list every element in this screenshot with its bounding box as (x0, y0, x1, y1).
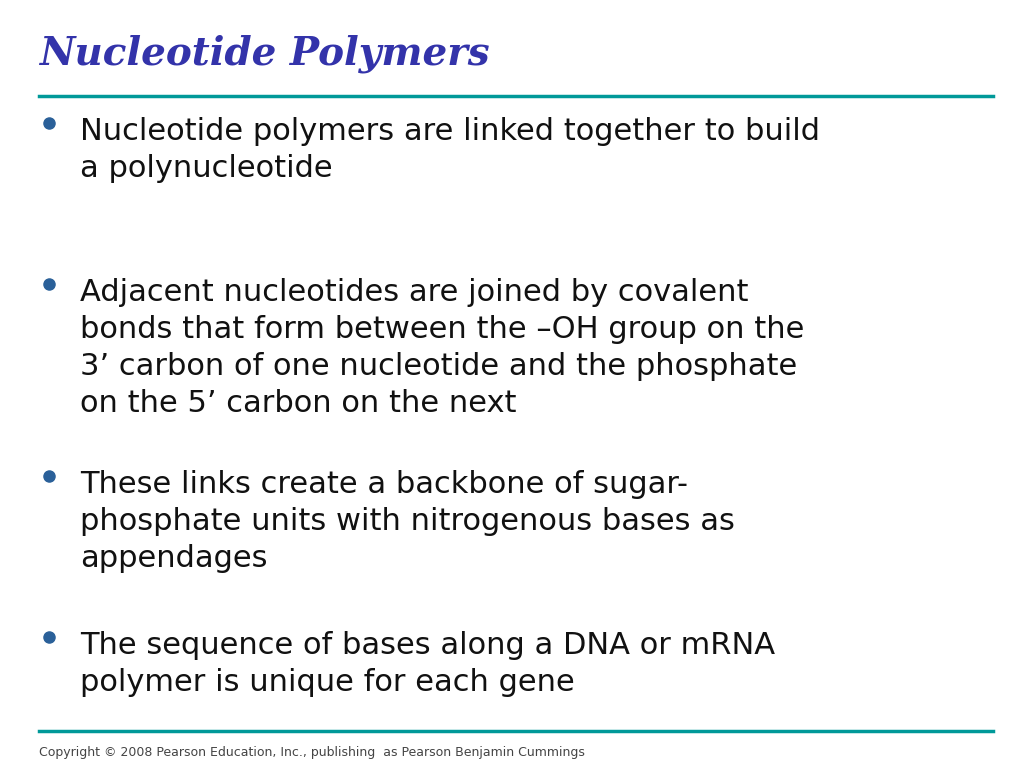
Text: Nucleotide Polymers: Nucleotide Polymers (39, 35, 489, 73)
Text: Adjacent nucleotides are joined by covalent
bonds that form between the –OH grou: Adjacent nucleotides are joined by coval… (80, 278, 804, 418)
Text: Nucleotide polymers are linked together to build
a polynucleotide: Nucleotide polymers are linked together … (80, 117, 820, 183)
Text: Copyright © 2008 Pearson Education, Inc., publishing  as Pearson Benjamin Cummin: Copyright © 2008 Pearson Education, Inc.… (39, 746, 585, 759)
Text: The sequence of bases along a DNA or mRNA
polymer is unique for each gene: The sequence of bases along a DNA or mRN… (80, 631, 775, 697)
Text: These links create a backbone of sugar-
phosphate units with nitrogenous bases a: These links create a backbone of sugar- … (80, 470, 735, 573)
